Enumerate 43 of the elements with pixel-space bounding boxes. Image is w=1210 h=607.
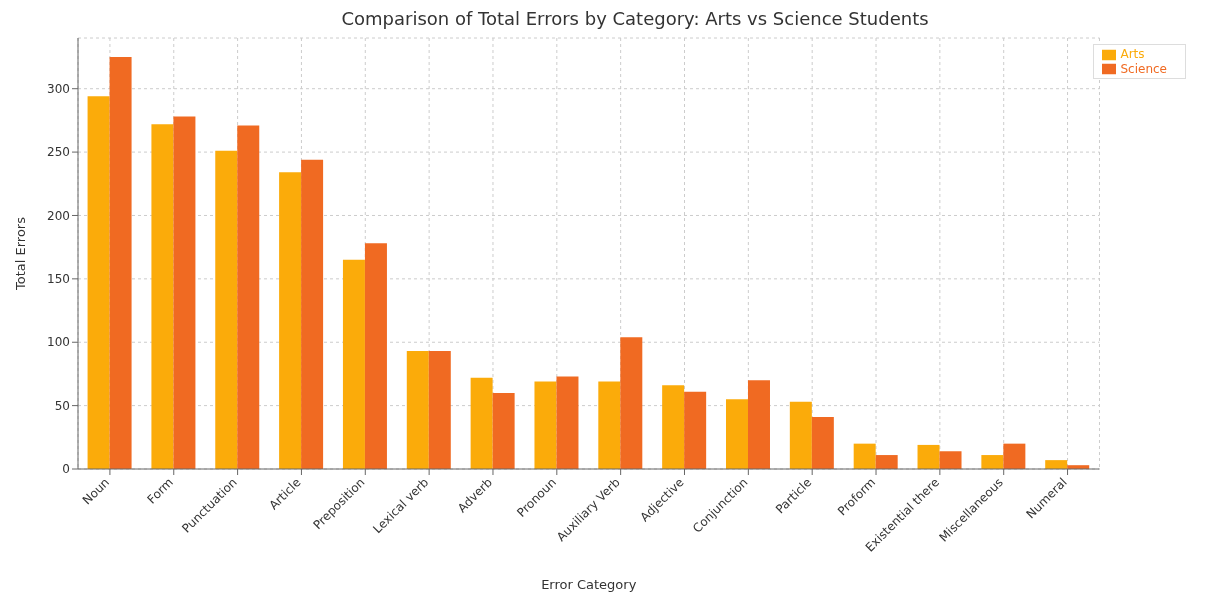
bar: [811, 417, 834, 469]
y-axis-title: Total Errors: [12, 216, 28, 291]
bar: [1045, 460, 1068, 469]
bar: [981, 455, 1004, 469]
bar: [853, 443, 876, 469]
y-tick-label: 250: [47, 145, 70, 160]
bar: [215, 150, 238, 469]
bar: [939, 451, 962, 469]
bar: [173, 116, 196, 469]
bar: [917, 444, 940, 469]
y-tick-label: 150: [47, 272, 70, 287]
legend-label: Science: [1120, 61, 1167, 76]
bar: [598, 381, 621, 469]
bar: [684, 391, 707, 469]
x-axis-title: Error Category: [541, 577, 637, 592]
bar: [237, 125, 260, 469]
bar: [492, 392, 515, 469]
bar: [747, 380, 770, 469]
bar: [620, 337, 643, 469]
y-tick-label: 300: [47, 81, 70, 96]
bar: [534, 381, 557, 469]
legend-label: Arts: [1120, 47, 1145, 61]
bar: [428, 351, 451, 469]
bar: [556, 376, 579, 469]
bar: [875, 455, 898, 469]
y-tick-label: 0: [62, 462, 70, 477]
y-tick-label: 200: [47, 208, 70, 223]
y-tick-label: 50: [54, 398, 70, 413]
bar: [1003, 443, 1026, 469]
bar: [406, 351, 429, 469]
bar: [87, 96, 110, 469]
bar: [151, 124, 174, 469]
bar: [279, 172, 302, 469]
chart-title: Comparison of Total Errors by Category: Arts vs Science Students: [340, 8, 930, 31]
bar: [301, 159, 324, 469]
bar: [364, 243, 387, 469]
bar: [725, 399, 748, 469]
bar: [470, 377, 493, 469]
bar: [662, 385, 685, 469]
bar: [342, 259, 365, 469]
y-tick-label: 100: [47, 335, 70, 350]
bar: [109, 57, 132, 469]
bar: [789, 401, 812, 469]
